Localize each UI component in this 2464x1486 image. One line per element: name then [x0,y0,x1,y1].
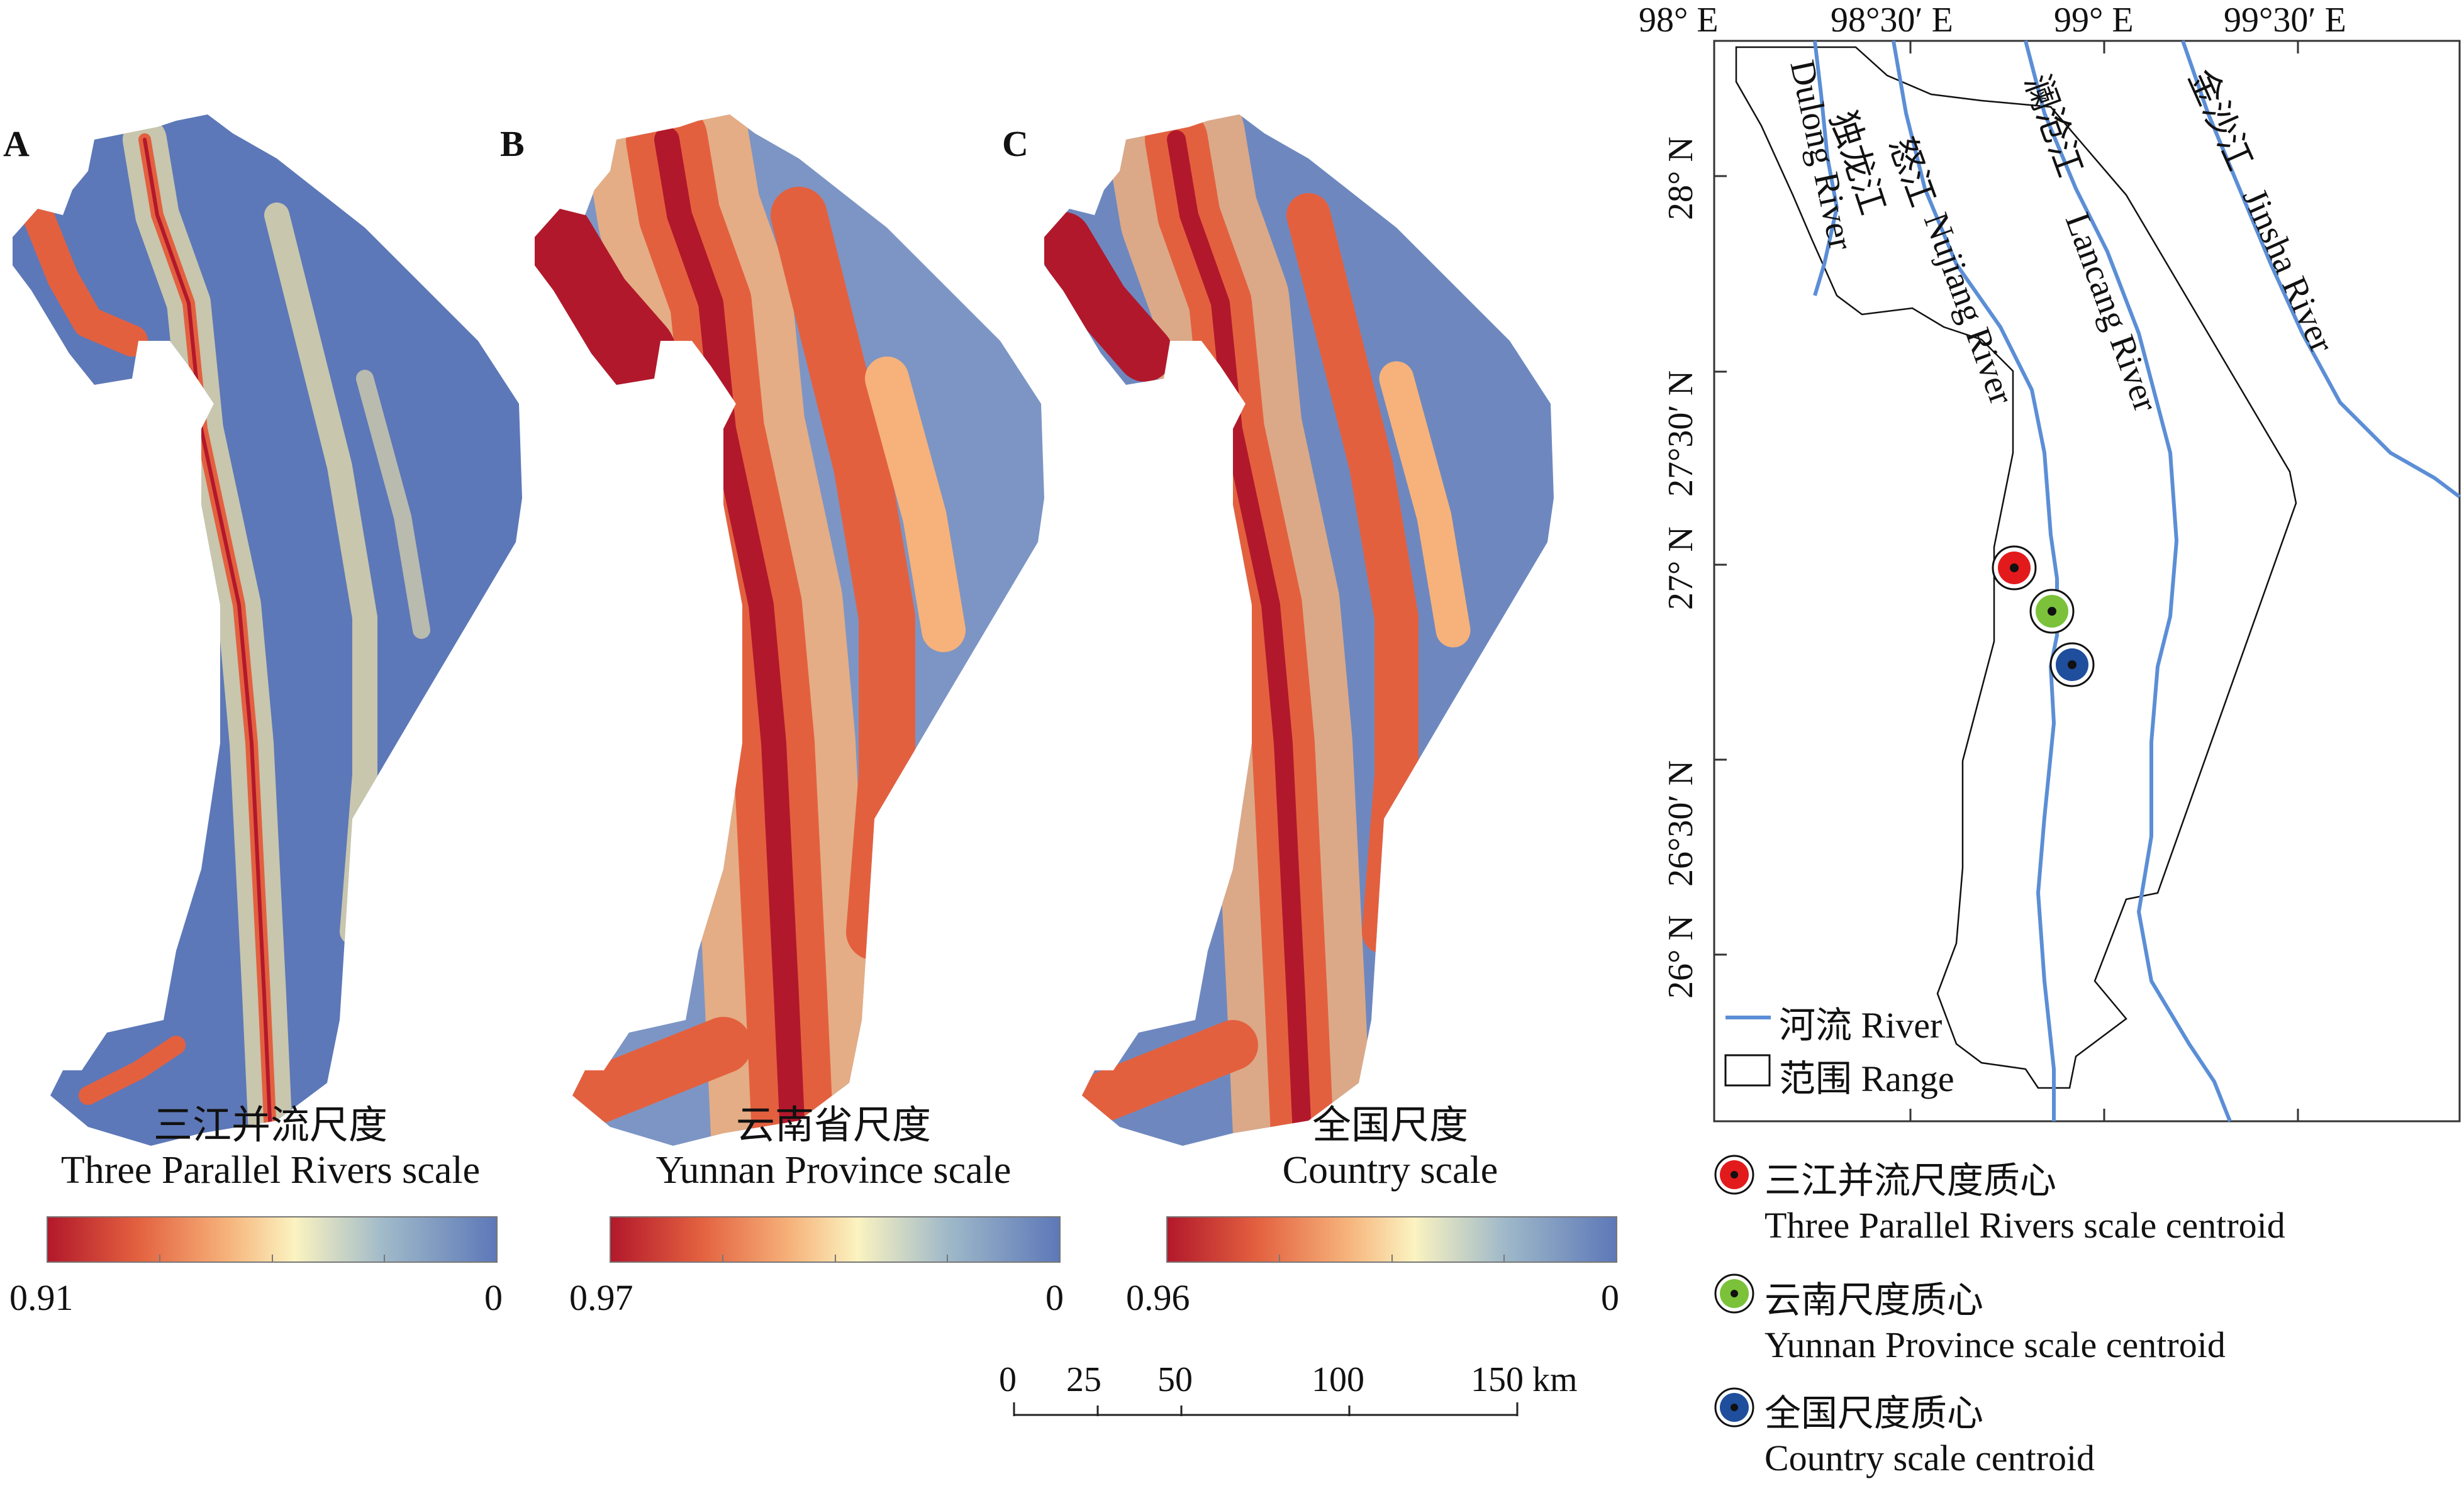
locator-ticks [1714,41,2299,1121]
scalebar-tick-50: 50 [1157,1360,1193,1399]
scalebar-tick-0: 0 [999,1360,1017,1399]
centroid-legend-symbols [1714,1155,1754,1428]
map-panel-b [535,114,1044,1146]
centroid-legend-country-en: Country scale centroid [1764,1438,2095,1478]
scale-bar [1013,1402,1519,1416]
scalebar-tick-150: 150 km [1471,1360,1578,1399]
locator-map [1713,40,2461,1123]
colorbar-a-max: 0.91 [9,1277,74,1318]
centroid-legend-country-cn: 全国尺度质心 [1764,1393,1984,1434]
colorbar-a-min: 0 [484,1277,503,1318]
colorbar-b-max: 0.97 [569,1277,633,1318]
panel-letter-c: C [1002,123,1029,164]
legend-range-label: 范围 Range [1779,1058,1954,1099]
river-lancang [2024,40,2232,1123]
centroid-legend-tpr-en: Three Parallel Rivers scale centroid [1764,1205,2285,1246]
lat-label-26: 26° N [1661,915,1700,999]
centroid-legend-yunnan-cn: 云南尺度质心 [1764,1280,1984,1321]
lat-label-28: 28° N [1661,136,1700,220]
river-jinsha [2181,40,2461,499]
lat-label-27-30: 27°30′ N [1661,370,1700,497]
scale-title-b: 云南省尺度 Yunnan Province scale [582,1104,1085,1194]
centroid-legend-tpr-cn: 三江并流尺度质心 [1764,1160,2057,1201]
lon-label-98-30: 98°30′ E [1831,1,1953,40]
colorbar-ticks [159,1255,1505,1262]
legend-range-swatch [1724,1054,1771,1087]
scale-title-c: 全国尺度 Country scale [1139,1104,1642,1194]
legend-river-label: 河流 River [1779,1005,1943,1046]
scale-title-b-cn: 云南省尺度 [735,1104,931,1147]
river-nujiang [1892,40,2059,1121]
colorbar-c-max: 0.96 [1126,1277,1190,1318]
map-panel-c [1044,114,1554,1146]
lon-label-99-30: 99°30′ E [2224,1,2346,40]
lon-label-99: 99° E [2054,1,2134,40]
range-boundary [1735,46,2297,1089]
colorbar-b-min: 0 [1045,1277,1064,1318]
scalebar-tick-100: 100 [1312,1360,1364,1399]
map-panel-a [13,114,522,1146]
scalebar-tick-25: 25 [1066,1360,1101,1399]
scale-title-b-en: Yunnan Province scale [655,1149,1012,1192]
map-centroids [1992,545,2095,687]
lat-label-27: 27° N [1661,526,1700,610]
scale-title-a-cn: 三江并流尺度 [153,1104,387,1147]
scale-title-a: 三江并流尺度 Three Parallel Rivers scale [19,1104,522,1194]
lat-label-26-30: 26°30′ N [1661,760,1700,887]
rivers [1813,40,2461,1123]
river-dulong [1813,40,1839,296]
colorbar-c-min: 0 [1601,1277,1619,1318]
scale-title-a-en: Three Parallel Rivers scale [60,1149,481,1192]
lon-label-98: 98° E [1639,1,1719,40]
scale-title-c-en: Country scale [1282,1149,1498,1192]
panel-letter-b: B [500,123,525,164]
panel-letter-a: A [3,123,30,164]
centroid-legend-yunnan-en: Yunnan Province scale centroid [1764,1324,2226,1365]
scale-title-c-cn: 全国尺度 [1312,1104,1468,1147]
